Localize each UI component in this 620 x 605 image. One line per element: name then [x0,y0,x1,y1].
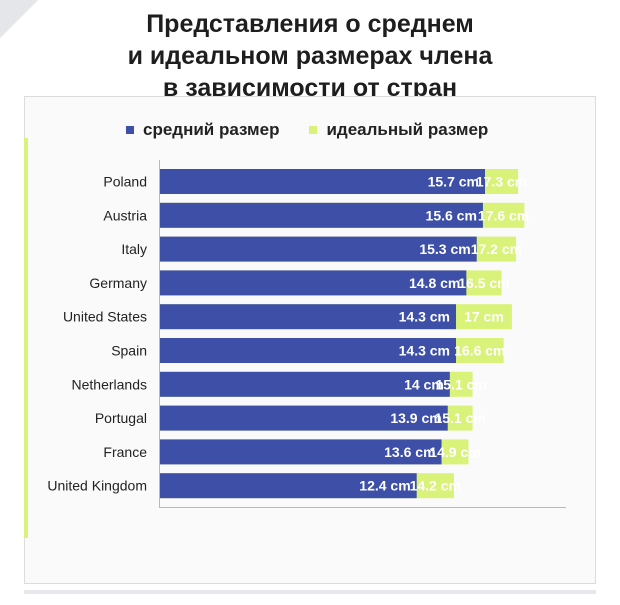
category-label: Italy [121,241,147,257]
legend-label-average: средний размер [143,120,280,139]
category-label: Austria [103,207,147,223]
category-label: United States [63,309,147,325]
legend-item-ideal: идеальный размер [309,120,488,140]
bar-average [160,405,448,431]
data-label-ideal: 17.2 cm [471,241,522,257]
data-label-average: 13.6 cm [384,444,435,460]
data-label-ideal: 15.1 cm [435,376,486,392]
category-label: Portugal [95,410,147,426]
bar-average [160,270,467,296]
bar-average [160,439,442,465]
title-line-1: Представления о среднем [146,10,474,38]
category-label: United Kingdom [47,478,147,494]
bar-average [160,304,457,330]
legend: средний размер идеальный размер [126,120,518,140]
data-label-ideal: 17 cm [464,309,504,325]
data-label-ideal: 17.6 cm [478,207,529,223]
data-label-ideal: 14.9 cm [429,444,480,460]
category-label: Netherlands [72,376,148,392]
data-label-ideal: 16.5 cm [458,275,509,291]
data-label-average: 14.3 cm [399,343,450,359]
legend-label-ideal: идеальный размер [326,120,489,139]
legend-swatch-ideal [309,126,318,134]
data-label-average: 15.7 cm [428,174,479,190]
data-label-average: 13.9 cm [390,410,441,426]
category-label: Poland [103,174,147,190]
frame-bottom-strip [24,590,596,594]
data-label-ideal: 15.1 cm [434,410,485,426]
data-label-ideal: 14.2 cm [410,478,461,494]
category-label: Germany [89,275,147,291]
data-label-average: 15.3 cm [419,241,470,257]
data-label-ideal: 17.3 cm [476,174,527,190]
legend-swatch-average [126,126,134,134]
data-label-average: 14.3 cm [399,309,450,325]
bar-average [160,338,457,363]
title-line-2: и идеальном размерах члена [127,42,493,70]
category-label: Spain [111,343,147,359]
data-label-average: 14.8 cm [409,275,460,291]
bar-average [160,473,417,499]
data-label-average: 15.6 cm [426,207,477,223]
bar-average [160,236,477,262]
data-label-average: 14 cm [404,376,444,392]
bar-average [160,202,483,228]
data-label-average: 12.4 cm [359,478,410,494]
corner-decoration [0,0,38,38]
category-label: France [103,444,147,460]
data-label-ideal: 16.6 cm [454,343,505,359]
bar-average [160,371,450,397]
bar-average [160,169,485,194]
frame-accent-bar [24,138,28,538]
legend-item-average: средний размер [126,120,279,140]
